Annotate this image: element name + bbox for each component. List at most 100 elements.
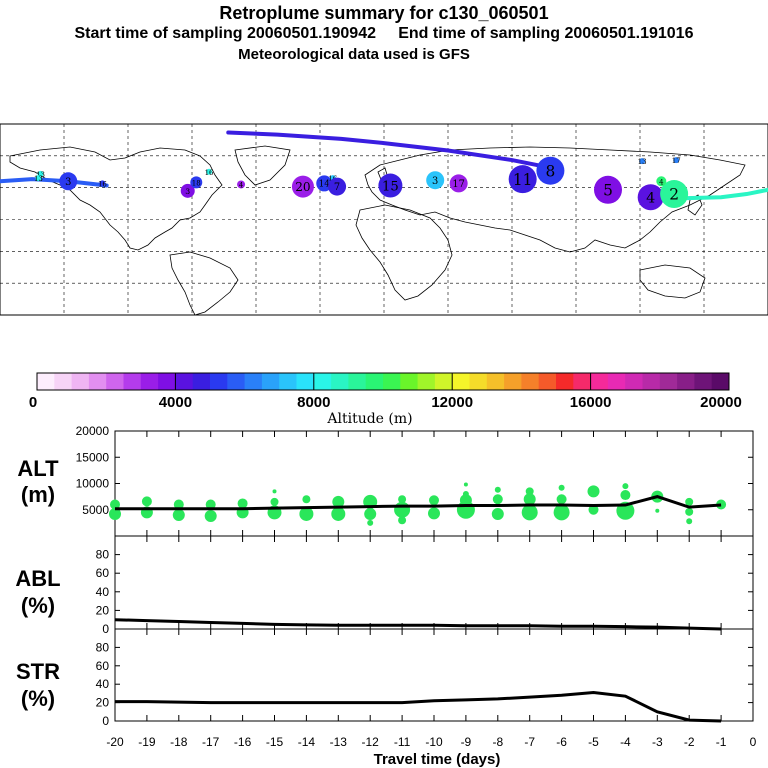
alt-dot [655, 508, 660, 513]
alt-dot [367, 519, 374, 526]
x-tick-label: -10 [425, 735, 443, 749]
alt-median-line [115, 495, 722, 511]
colorbar-swatch [590, 373, 609, 390]
met-data-line: Meteorological data used is GFS [238, 46, 470, 63]
plume-circle [637, 184, 664, 211]
plume-track [226, 130, 546, 169]
plume-circle [35, 175, 42, 182]
alt-dot [302, 495, 311, 504]
y-tick-label: 40 [96, 585, 110, 599]
y-tick-label: 80 [96, 548, 110, 562]
alt-dot [141, 496, 152, 507]
alt-dot [429, 495, 439, 506]
plume-day-label: 4 [239, 181, 244, 189]
colorbar-swatch [400, 373, 419, 390]
alt-dot [716, 499, 727, 510]
colorbar-swatch [694, 373, 713, 390]
colorbar-tick-label: 8000 [297, 394, 330, 411]
alt-dot [685, 507, 694, 516]
alt-dot [332, 495, 345, 508]
y-tick-label: 60 [96, 659, 110, 673]
alt-dot [331, 506, 346, 521]
x-tick-label: -2 [684, 735, 695, 749]
plume-circle [673, 157, 680, 164]
x-tick-label: -7 [524, 735, 535, 749]
colorbar-swatch [573, 373, 592, 390]
plume-track [680, 187, 768, 201]
plume-day-label: 3 [432, 176, 438, 187]
plume-circle [449, 174, 468, 193]
y-tick-label: 5000 [82, 503, 109, 517]
colorbar-swatch [140, 373, 159, 390]
colorbar-tick-label: 16000 [570, 394, 612, 411]
x-tick-label: -5 [588, 735, 599, 749]
plume-day-label: 17 [452, 179, 465, 190]
plume-circle [594, 175, 622, 204]
panel-label: ABL [15, 566, 60, 591]
colorbar-swatch [227, 373, 246, 390]
y-tick-label: 40 [96, 677, 110, 691]
colorbar-swatch [261, 373, 280, 390]
panel-frame [114, 628, 754, 722]
colorbar-swatch [538, 373, 557, 390]
alt-dot [110, 499, 120, 510]
colorbar-swatch [417, 373, 436, 390]
altitude-colorbar: 0 4000 8000 12000 16000 20000 [29, 372, 742, 411]
alt-dot [588, 504, 599, 515]
plume-circle [660, 180, 689, 209]
x-tick-label: -3 [652, 735, 663, 749]
plume-circle [99, 180, 106, 187]
panel-unit: (%) [21, 593, 55, 618]
colorbar-swatch [313, 373, 332, 390]
x-tick-label: -8 [492, 735, 503, 749]
alt-dot [237, 498, 248, 509]
colorbar-swatch [348, 373, 367, 390]
alt-dot [685, 497, 694, 506]
plume-day-label: 13 [36, 171, 45, 179]
colorbar-swatch [192, 373, 211, 390]
colorbar-swatch [106, 373, 124, 390]
x-tick-label: -1 [716, 735, 727, 749]
colorbar-swatch [677, 373, 695, 390]
plume-circle [59, 172, 78, 191]
plume-day-label: 13 [638, 158, 647, 166]
alt-dot [620, 490, 631, 501]
plume-day-label: 3 [185, 187, 190, 196]
plume-circle [291, 175, 314, 198]
plume-tracks [0, 130, 768, 201]
plume-circle [426, 171, 445, 190]
x-tick-label: -4 [620, 735, 631, 749]
plume-day-label: 11 [513, 171, 533, 189]
colorbar-swatch [504, 373, 522, 390]
alt-dot [492, 494, 503, 505]
x-tick-label: -9 [461, 735, 472, 749]
colorbar-swatch [123, 373, 142, 390]
plume-day-label: 4 [646, 190, 655, 206]
alt-dot [364, 507, 377, 520]
plume-day-label: 13 [34, 175, 43, 183]
plume-day-label: 3 [65, 177, 71, 188]
alt-panel: 5000 10000 15000 20000 ALT(m) [17, 424, 754, 537]
x-tick-label: -15 [266, 735, 284, 749]
plume-day-label: 5 [603, 181, 613, 199]
abl-line [114, 618, 722, 631]
plume-markers: 131331631816420141671517381154241317 [34, 156, 689, 211]
colorbar-swatch [625, 373, 643, 390]
y-tick-label: 20 [96, 603, 110, 617]
x-tick-label: 0 [750, 735, 757, 749]
x-axis: -20 -19 -18 -17 -16 -15 -14 -13 -12 -11 -10 -9 -8 -7-… [106, 735, 756, 749]
colorbar-swatch [279, 373, 297, 390]
panel-unit: (%) [21, 686, 55, 711]
alt-dot [173, 499, 184, 510]
y-tick-label: 15000 [76, 450, 110, 464]
alt-dot [299, 506, 314, 521]
colorbar-swatch [210, 373, 228, 390]
y-tick-label: 80 [96, 640, 110, 654]
colorbar-swatch [711, 373, 730, 390]
colorbar-swatch [54, 373, 73, 390]
alt-dot [428, 507, 440, 520]
alt-dot [398, 495, 407, 504]
alt-dot [553, 504, 570, 521]
x-tick-label: -6 [556, 735, 567, 749]
